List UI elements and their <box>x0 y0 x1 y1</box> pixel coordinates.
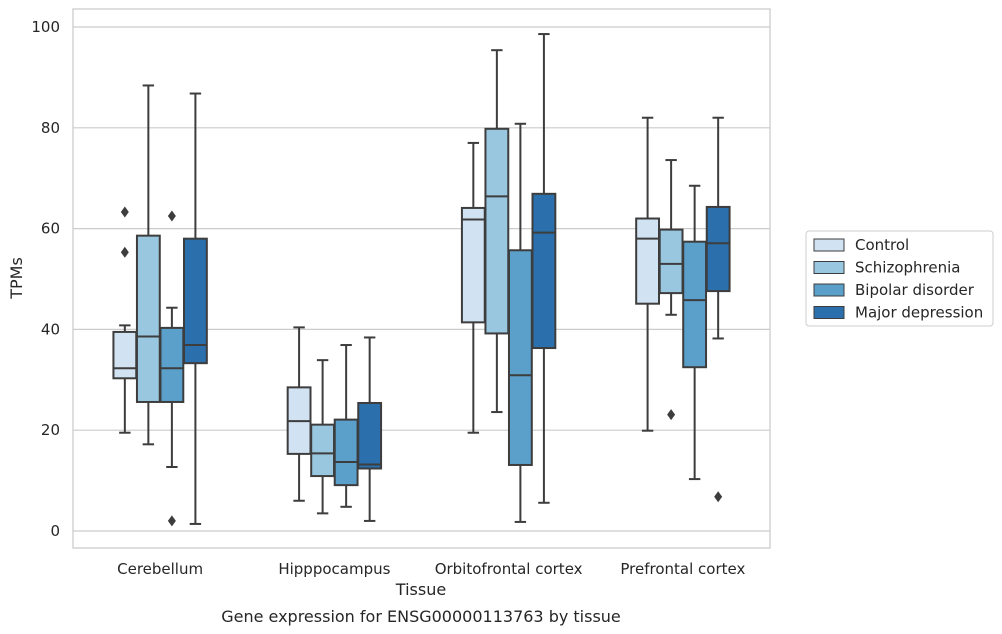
y-tick-labels: 0 20 40 60 80 100 <box>31 18 60 540</box>
box-group <box>357 336 383 522</box>
legend-frame <box>805 230 994 327</box>
plot-frame <box>72 8 771 549</box>
outlier-point <box>120 246 129 258</box>
legend-items: Control Schizophrenia Bipolar disorder Majo… <box>813 236 983 322</box>
box-group <box>635 116 660 432</box>
outlier-point <box>167 515 176 527</box>
box-iqr <box>159 326 185 403</box>
box-group <box>310 359 336 515</box>
boxes-layer <box>112 33 731 527</box>
legend-label: Schizophrenia <box>855 259 960 277</box>
box-iqr <box>635 217 660 305</box>
legend-swatch <box>813 261 845 274</box>
box-iqr <box>357 401 383 470</box>
outlier-point <box>120 206 129 218</box>
box-iqr <box>135 234 161 403</box>
outlier-point <box>167 210 176 222</box>
x-tick-label: Prefrontal cortex <box>620 560 745 578</box>
legend-label: Major depression <box>855 304 983 322</box>
outlier-point <box>714 491 723 503</box>
y-tick-label: 0 <box>50 522 60 540</box>
legend-swatch <box>813 238 845 252</box>
box-iqr <box>658 228 684 295</box>
y-tick-label: 20 <box>41 421 60 439</box>
box-iqr <box>333 418 359 487</box>
legend-label: Bipolar disorder <box>855 281 975 299</box>
box-group <box>460 141 486 434</box>
box-iqr <box>705 205 731 293</box>
box-group <box>507 122 533 523</box>
box-iqr <box>507 249 533 466</box>
chart-caption: Gene expression for ENSG00000113763 by t… <box>221 607 621 626</box>
box-group <box>135 84 161 446</box>
box-iqr <box>112 330 138 380</box>
box-group <box>286 326 312 502</box>
box-iqr <box>531 192 557 350</box>
x-axis-label: Tissue <box>395 580 446 599</box>
legend: Control Schizophrenia Bipolar disorder Majo… <box>805 230 994 327</box>
y-tick-label: 80 <box>41 119 60 137</box>
legend-swatch <box>813 306 845 319</box>
box-group <box>682 184 708 481</box>
y-tick-label: 100 <box>31 18 60 36</box>
box-iqr <box>183 237 208 365</box>
box-group <box>484 49 510 414</box>
x-tick-labels: Cerebellum Hipppocampus Orbitofrontal cort… <box>117 560 745 578</box>
box-iqr <box>460 206 486 324</box>
y-tick-label: 60 <box>41 220 60 238</box>
outlier-point <box>667 409 676 421</box>
x-tick-label: Hipppocampus <box>278 560 390 578</box>
box-iqr <box>682 240 708 369</box>
box-group <box>531 33 557 504</box>
box-iqr <box>310 423 336 478</box>
x-tick-label: Orbitofrontal cortex <box>435 560 583 578</box>
box-iqr <box>484 127 510 335</box>
box-group <box>183 92 208 525</box>
box-group <box>112 206 138 434</box>
x-tick-label: Cerebellum <box>117 560 203 578</box>
box-group <box>705 116 731 503</box>
legend-label: Control <box>855 236 909 254</box>
legend-swatch <box>813 283 845 297</box>
box-group <box>159 210 185 527</box>
y-tick-label: 40 <box>41 320 60 338</box>
y-axis-label: TPMs <box>7 257 26 300</box>
